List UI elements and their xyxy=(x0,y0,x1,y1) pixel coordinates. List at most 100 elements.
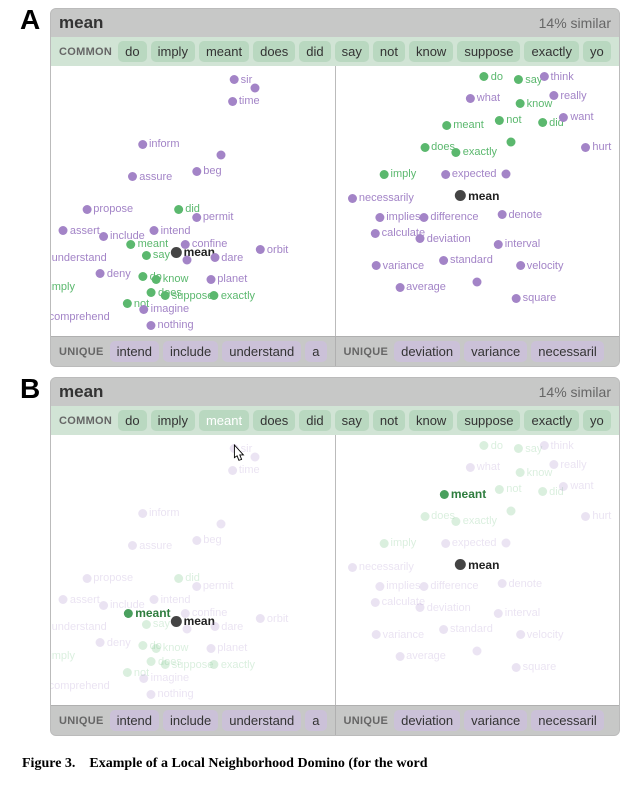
tag-does[interactable]: does xyxy=(253,41,295,62)
scatter-point: include xyxy=(99,599,145,611)
point-label: propose xyxy=(93,203,133,215)
tag-meant[interactable]: meant xyxy=(199,41,249,62)
scatter-point: not xyxy=(123,667,149,679)
tag-say[interactable]: say xyxy=(335,41,369,62)
tag-know[interactable]: know xyxy=(409,41,453,62)
tag-include[interactable]: include xyxy=(163,341,218,362)
tag-necessaril[interactable]: necessaril xyxy=(531,341,604,362)
point-dot xyxy=(142,251,151,260)
point-label: really xyxy=(560,459,586,471)
tag-understand[interactable]: understand xyxy=(222,341,301,362)
scatter-point: intend xyxy=(150,225,191,237)
point-dot xyxy=(140,674,149,683)
tagbar-label: UNIQUE xyxy=(57,346,106,358)
tag-imply[interactable]: imply xyxy=(151,410,195,431)
point-label: denote xyxy=(508,578,542,590)
point-label: implies xyxy=(386,580,420,592)
tag-know[interactable]: know xyxy=(409,410,453,431)
scatter-point: dare xyxy=(210,252,243,264)
point-dot xyxy=(452,517,461,526)
point-dot xyxy=(138,140,147,149)
tag-suppose[interactable]: suppose xyxy=(457,410,520,431)
point-label: did xyxy=(185,572,200,584)
point-dot xyxy=(171,616,182,627)
scatter-point: understand xyxy=(51,252,107,264)
point-label: inform xyxy=(149,138,180,150)
point-dot xyxy=(256,614,265,623)
scatter-point: standard xyxy=(439,254,493,266)
point-dot xyxy=(251,452,260,461)
tag-intend[interactable]: intend xyxy=(110,341,159,362)
tag-did[interactable]: did xyxy=(299,41,330,62)
point-label: want xyxy=(570,111,593,123)
point-label: meant xyxy=(138,238,169,250)
tag-understand[interactable]: understand xyxy=(222,710,301,731)
point-label: say xyxy=(525,74,542,86)
tag-a[interactable]: a xyxy=(305,341,326,362)
scatter-point xyxy=(473,647,482,656)
point-label: know xyxy=(163,273,189,285)
point-label: variance xyxy=(383,260,425,272)
tag-deviation[interactable]: deviation xyxy=(394,341,460,362)
tag-suppose[interactable]: suppose xyxy=(457,41,520,62)
point-dot xyxy=(439,625,448,634)
point-label: does xyxy=(431,510,455,522)
scatter-point: imagine xyxy=(140,303,190,315)
tag-say[interactable]: say xyxy=(335,410,369,431)
point-dot xyxy=(380,170,389,179)
tag-a[interactable]: a xyxy=(305,710,326,731)
point-dot xyxy=(497,210,506,219)
scatter-point: say xyxy=(142,618,170,630)
point-dot xyxy=(147,657,156,666)
point-label: what xyxy=(477,461,500,473)
scatter-point: intend xyxy=(150,594,191,606)
tag-yo[interactable]: yo xyxy=(583,410,611,431)
point-dot xyxy=(494,609,503,618)
scatter-point xyxy=(217,151,226,160)
scatter-point: planet xyxy=(206,642,247,654)
point-label: imply xyxy=(391,168,417,180)
tag-include[interactable]: include xyxy=(163,710,218,731)
scatter-plot: sirtimeinformassurebegproposedidpermitas… xyxy=(51,66,336,336)
point-dot xyxy=(516,630,525,639)
point-label: do xyxy=(150,271,162,283)
point-label: know xyxy=(527,467,553,479)
tag-deviation[interactable]: deviation xyxy=(394,710,460,731)
tag-not[interactable]: not xyxy=(373,41,405,62)
tag-do[interactable]: do xyxy=(118,410,146,431)
point-label: exactly xyxy=(463,515,497,527)
point-dot xyxy=(348,563,357,572)
point-dot xyxy=(466,94,475,103)
scatter-point: really xyxy=(549,459,586,471)
point-label: permit xyxy=(203,580,234,592)
tag-bar: UNIQUEintendincludeunderstanda xyxy=(51,705,336,735)
tag-exactly[interactable]: exactly xyxy=(524,410,578,431)
tag-imply[interactable]: imply xyxy=(151,41,195,62)
point-dot xyxy=(514,75,523,84)
tag-exactly[interactable]: exactly xyxy=(524,41,578,62)
scatter-point xyxy=(501,539,510,548)
point-label: mean xyxy=(468,558,499,572)
tag-variance[interactable]: variance xyxy=(464,710,527,731)
tag-necessaril[interactable]: necessaril xyxy=(531,710,604,731)
point-dot xyxy=(581,143,590,152)
tag-not[interactable]: not xyxy=(373,410,405,431)
point-label: implies xyxy=(386,211,420,223)
scatter-point: do xyxy=(139,271,162,283)
scatter-point: meant xyxy=(127,238,169,250)
point-dot xyxy=(540,441,549,450)
tag-meant[interactable]: meant xyxy=(199,410,249,431)
point-dot xyxy=(217,520,226,529)
tag-does[interactable]: does xyxy=(253,410,295,431)
tag-intend[interactable]: intend xyxy=(110,710,159,731)
point-label: meant xyxy=(453,119,484,131)
tag-do[interactable]: do xyxy=(118,41,146,62)
tag-variance[interactable]: variance xyxy=(464,341,527,362)
tag-yo[interactable]: yo xyxy=(583,41,611,62)
scatter-point: exactly xyxy=(210,290,255,302)
point-dot xyxy=(441,539,450,548)
point-dot xyxy=(82,205,91,214)
scatter-point: imply xyxy=(380,168,417,180)
tag-did[interactable]: did xyxy=(299,410,330,431)
point-dot xyxy=(540,72,549,81)
